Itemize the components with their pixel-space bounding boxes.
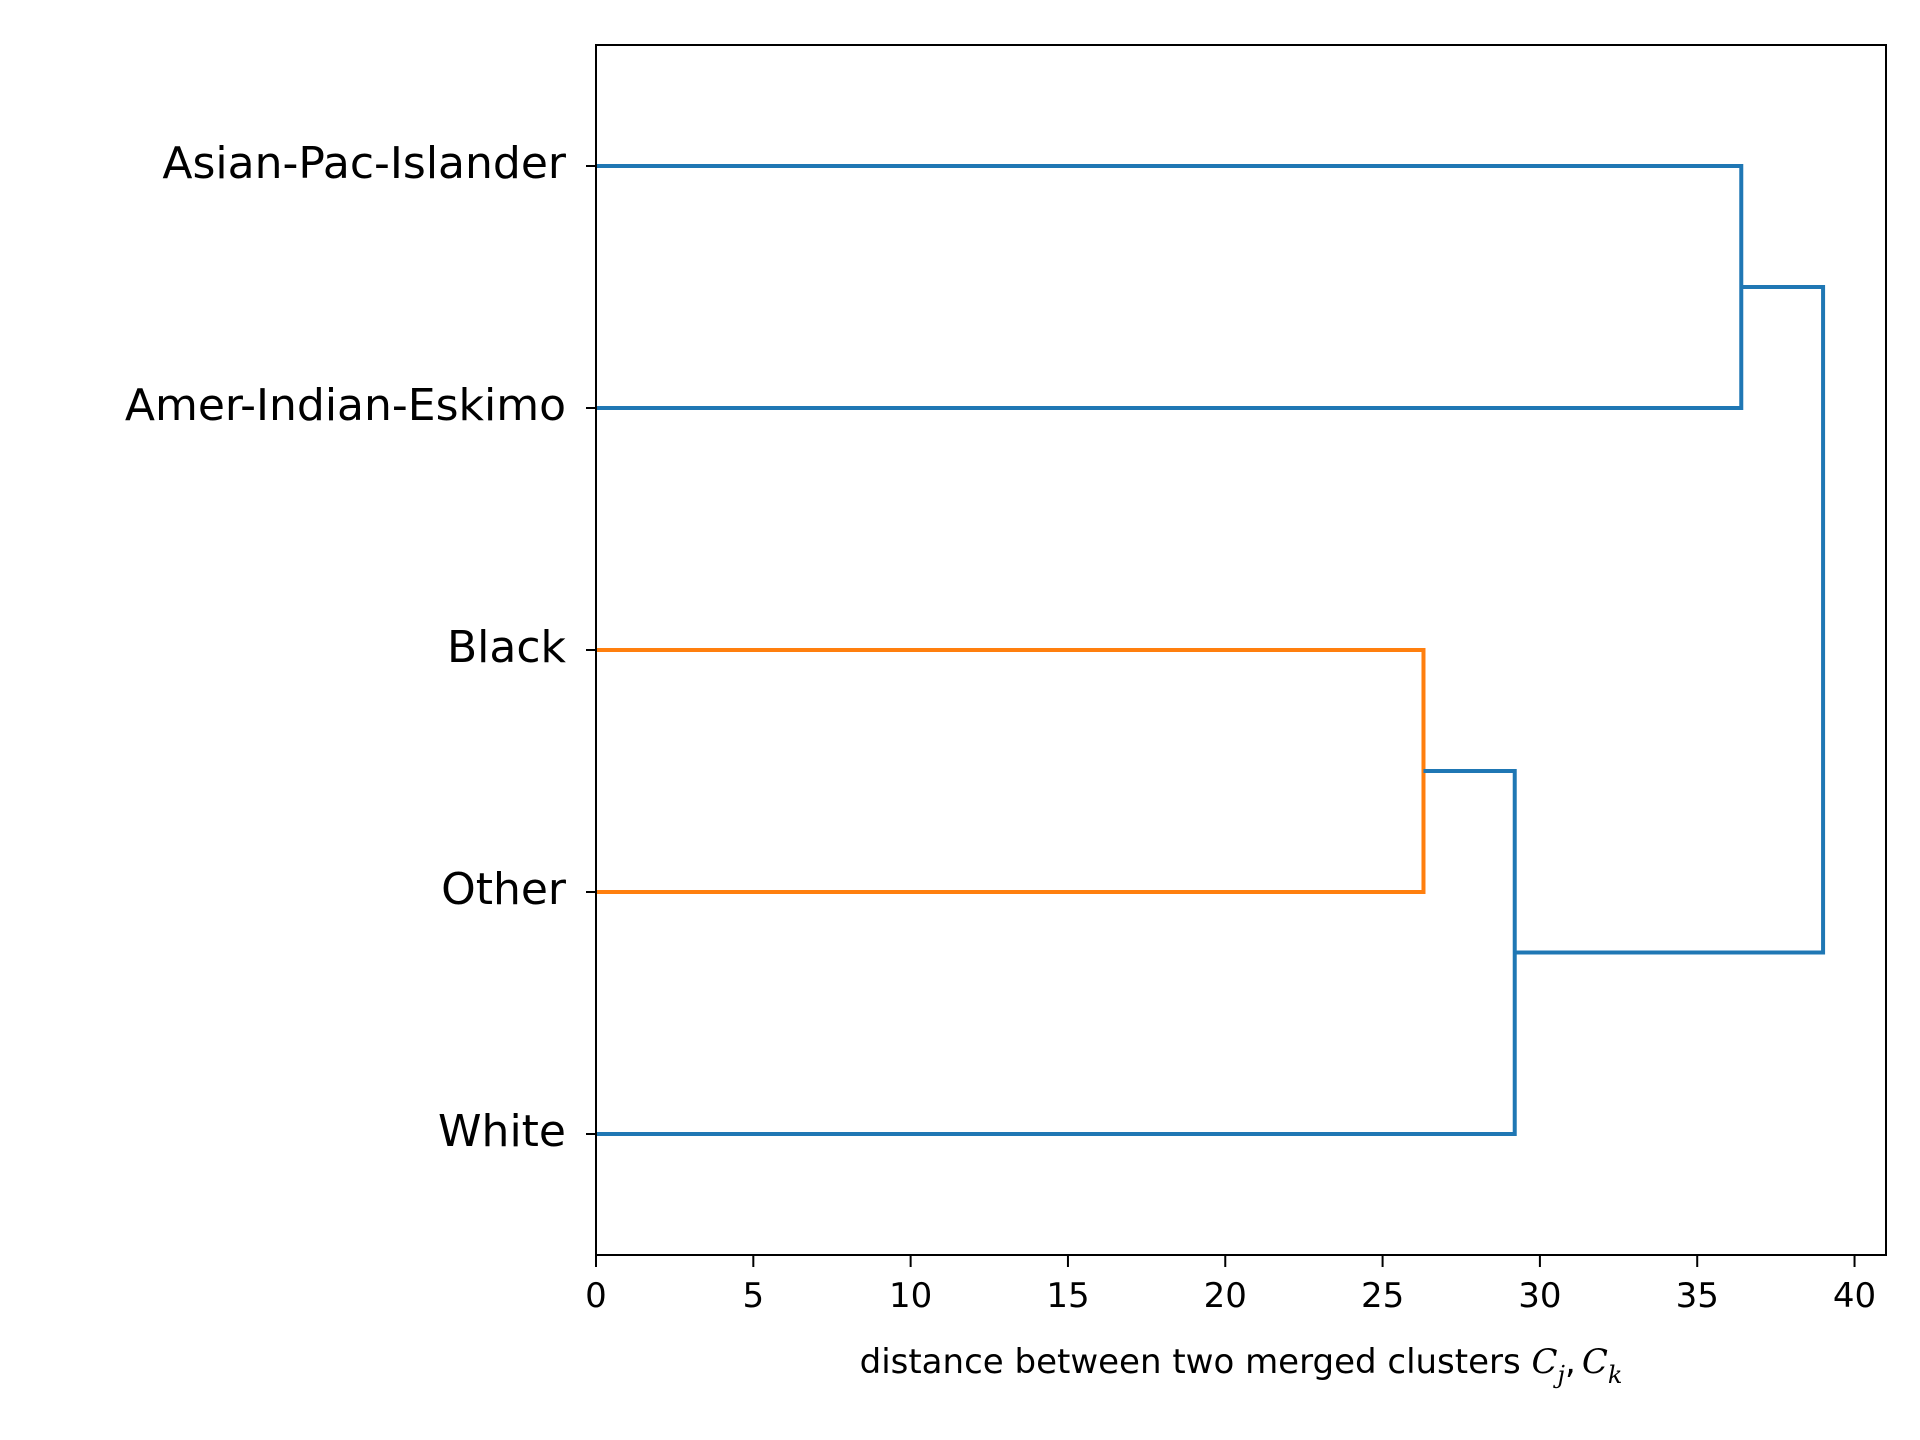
dendrogram-links — [596, 164, 1826, 1136]
x-axis-title: distance between two merged clusters Cj,… — [860, 1342, 1623, 1389]
link-m3 — [596, 164, 1744, 410]
x-axis-title-cj: C — [1532, 1342, 1558, 1382]
leaf-label-other: Other — [441, 864, 567, 915]
leaf-label-amer-indian-eskimo: Amer-Indian-Eskimo — [125, 380, 566, 431]
link-m1 — [596, 648, 1426, 894]
leaf-labels: Asian-Pac-Islander Amer-Indian-Eskimo Blac… — [125, 138, 596, 1157]
x-axis-title-sub-k: k — [1608, 1361, 1623, 1389]
x-tick-label-40: 40 — [1833, 1276, 1876, 1316]
x-tick-label-0: 0 — [585, 1276, 607, 1316]
x-tick-label-5: 5 — [742, 1276, 764, 1316]
x-axis-ticks: 0 5 10 15 20 25 30 35 40 — [585, 1255, 1876, 1316]
leaf-label-black: Black — [447, 622, 567, 673]
x-axis-title-text: distance between two merged clusters — [860, 1342, 1532, 1382]
leaf-label-asian-pac-islander: Asian-Pac-Islander — [162, 138, 567, 189]
x-axis-title-sep: , — [1565, 1342, 1576, 1382]
leaf-label-white: White — [438, 1106, 566, 1157]
x-tick-label-15: 15 — [1046, 1276, 1089, 1316]
x-tick-label-25: 25 — [1361, 1276, 1404, 1316]
x-tick-label-35: 35 — [1676, 1276, 1719, 1316]
x-tick-label-20: 20 — [1204, 1276, 1247, 1316]
link-m2 — [596, 769, 1517, 1136]
x-tick-label-10: 10 — [889, 1276, 932, 1316]
link-m4 — [1514, 285, 1826, 955]
x-tick-label-30: 30 — [1518, 1276, 1561, 1316]
x-axis-title-ck: C — [1582, 1342, 1608, 1382]
